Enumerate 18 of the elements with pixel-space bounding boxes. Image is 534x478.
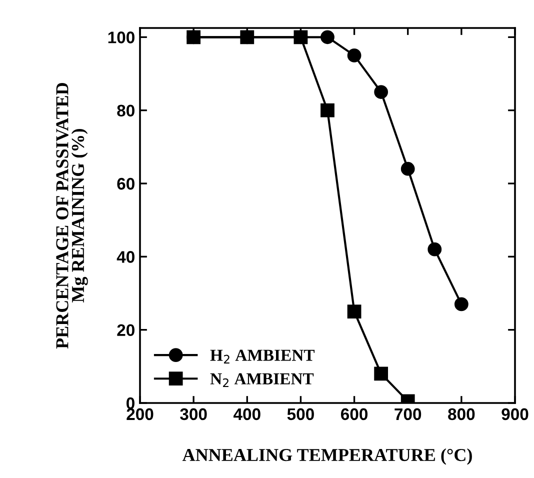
x-tick-label: 500 — [287, 408, 314, 420]
x-tick-label: 400 — [233, 408, 260, 420]
x-tick-label: 700 — [394, 408, 422, 420]
x-tick-label: 200 — [126, 408, 154, 420]
x-tick-label: 800 — [448, 408, 475, 420]
y-tick-label: 100 — [108, 32, 134, 44]
x-axis-title: ANNEALING TEMPERATURE (°C) — [182, 448, 472, 465]
legend-label: H$_{2}$ AMBIENT — [210, 350, 315, 364]
y-tick-label: 60 — [117, 178, 134, 190]
y-tick-label: 20 — [117, 324, 134, 336]
x-tick-label: 900 — [502, 408, 528, 420]
x-tick-label: 600 — [340, 408, 368, 420]
y-tick-label: 40 — [116, 251, 134, 263]
y-axis-title: PERCENTAGE OF PASSIVATED Mg REMAINING (%) — [56, 82, 88, 349]
y-tick-label: 80 — [117, 104, 134, 117]
x-tick-label: 300 — [180, 408, 207, 420]
y-tick-label: 0 — [126, 397, 134, 410]
legend-label: N$_{2}$ AMBIENT — [210, 373, 314, 388]
